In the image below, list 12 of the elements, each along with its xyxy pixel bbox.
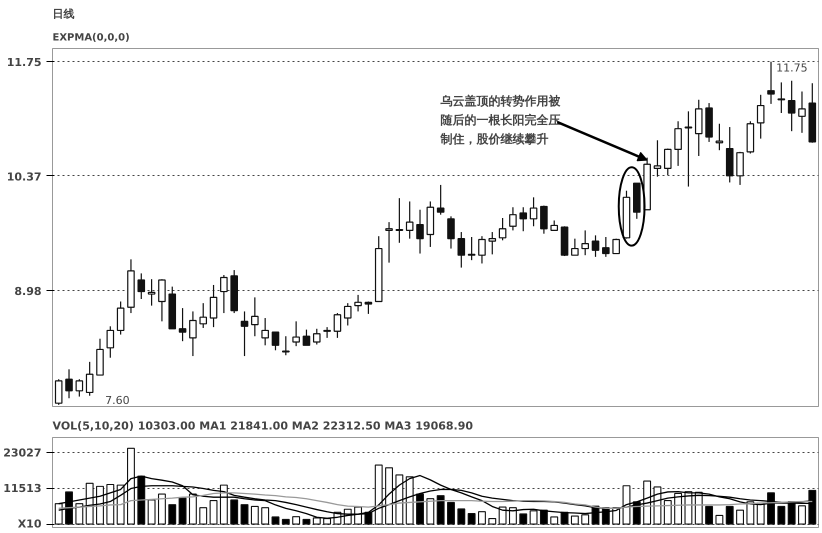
y-tick-label: 11513 [3, 482, 42, 495]
chart-subtitle: EXPMA(0,0,0) [52, 32, 130, 44]
chart-title: VOL(5,10,20) 10303.00 MA1 21841.00 MA2 22312.50 MA3 19068.90 [52, 420, 474, 432]
annotation: 11.75 [776, 62, 808, 75]
y-tick-label: 10.37 [6, 170, 42, 184]
annotation: 7.60 [105, 394, 130, 407]
y-tick-label: X10 [18, 518, 42, 531]
y-tick-label: 8.98 [14, 285, 42, 298]
y-tick-label: 23027 [3, 446, 42, 460]
chart-title: 日线 [52, 8, 74, 20]
annotation: 乌云盖顶的转势作用被随后的一根长阳完全压制住，股价继续攀升 [440, 94, 562, 146]
y-tick-label: 11.75 [6, 56, 42, 70]
